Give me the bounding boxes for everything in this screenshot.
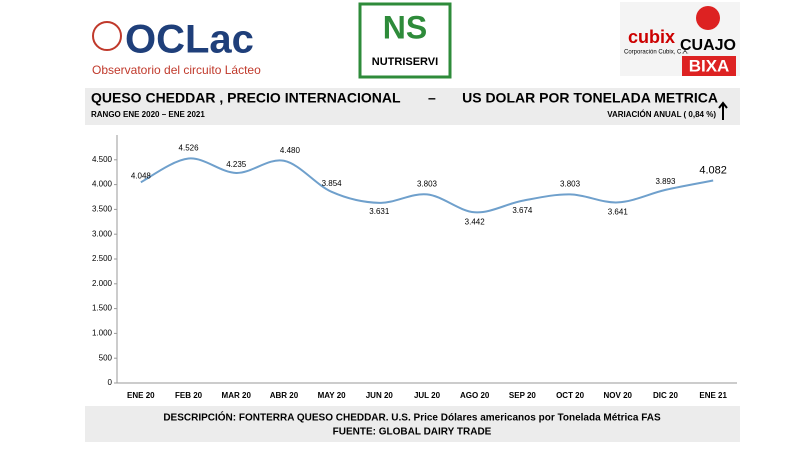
- logo-text: BIXA: [689, 56, 730, 75]
- data-label: 4.235: [226, 160, 247, 169]
- oclac-logo: OCLac Observatorio del circuito Lácteo: [92, 18, 261, 77]
- data-line: [140, 157, 714, 214]
- y-tick-label: 3.000: [92, 229, 113, 238]
- y-tick-label: 1.500: [92, 304, 113, 313]
- header-band: [85, 88, 740, 125]
- logo-frame: [358, 2, 452, 79]
- y-tick-label: 4.500: [92, 155, 113, 164]
- data-label: 4.480: [280, 146, 301, 155]
- logo-icon: [696, 6, 720, 30]
- logo-text: cubix: [628, 27, 675, 47]
- title-separator: –: [428, 90, 436, 106]
- description: DESCRIPCIÓN: FONTERRA QUESO CHEDDAR. U.S…: [163, 411, 661, 424]
- x-tick-label: JUN 20: [366, 391, 394, 400]
- footer-band: [85, 406, 740, 442]
- logo-sub: NUTRISERVI: [372, 56, 438, 68]
- plot: 0 500 1.000 1.500 2.000 2.500 3.000 3.500 4.000 4…: [92, 135, 737, 400]
- chart-title: QUESO CHEDDAR , PRECIO INTERNACIONAL: [91, 90, 401, 106]
- x-tick-label: AGO 20: [460, 391, 490, 400]
- y-tick-label: 2.000: [92, 279, 113, 288]
- x-tick-label: OCT 20: [556, 391, 585, 400]
- logo-text: CUAJO: [680, 37, 736, 54]
- data-label: 3.803: [417, 179, 438, 188]
- x-tick-label: FEB 20: [175, 391, 203, 400]
- annotation: VARIACIÓN ANUAL ( 0,84 %): [607, 110, 716, 119]
- y-tick-label: 1.000: [92, 329, 113, 338]
- data-label: 3.854: [322, 179, 343, 188]
- trend-arrow: [718, 101, 728, 120]
- data-label: 3.641: [608, 208, 629, 217]
- x-tick-label: JUL 20: [414, 391, 441, 400]
- x-tick-label: ENE 21: [699, 391, 727, 400]
- y-tick-label: 3.500: [92, 205, 113, 214]
- data-label: 3.674: [512, 206, 533, 215]
- data-label: 4.526: [179, 144, 200, 153]
- source: FUENTE: GLOBAL DAIRY TRADE: [333, 427, 492, 438]
- x-tick-label: ABR 20: [270, 391, 299, 400]
- nutriservi-logo: NS NUTRISERVI: [358, 2, 452, 79]
- data-label: 3.803: [560, 179, 581, 188]
- logo-sub: Corporación Cubix, C.A.: [624, 50, 689, 56]
- data-label: 3.442: [465, 217, 486, 226]
- data-label: 4.082: [699, 164, 727, 176]
- x-tick-label: SEP 20: [509, 391, 537, 400]
- cubix-logo: cubix Corporación Cubix, C.A. CUAJO BIXA: [620, 2, 740, 76]
- y-tick-label: 2.500: [92, 254, 113, 263]
- data-label: 4.048: [131, 171, 152, 180]
- data-label: 3.631: [369, 207, 390, 216]
- data-label: 3.893: [655, 177, 676, 186]
- subtitle: RANGO ENE 2020 – ENE 2021: [91, 110, 205, 119]
- y-tick-label: 0: [108, 378, 113, 387]
- title-right: US DOLAR POR TONELADA METRICA: [462, 90, 718, 106]
- x-tick-label: MAR 20: [222, 391, 252, 400]
- x-tick-label: DIC 20: [653, 391, 678, 400]
- logo-icon: [92, 21, 122, 51]
- logo-text: NS: [383, 9, 427, 45]
- logo-band: [682, 56, 736, 76]
- x-tick-label: ENE 20: [127, 391, 155, 400]
- y-tick-label: 500: [99, 353, 113, 362]
- logo-sub: Observatorio del circuito Lácteo: [92, 63, 261, 77]
- y-tick-label: 4.000: [92, 180, 113, 189]
- x-tick-label: NOV 20: [604, 391, 633, 400]
- x-tick-label: MAY 20: [318, 391, 347, 400]
- logo-text: OCLac: [125, 18, 254, 62]
